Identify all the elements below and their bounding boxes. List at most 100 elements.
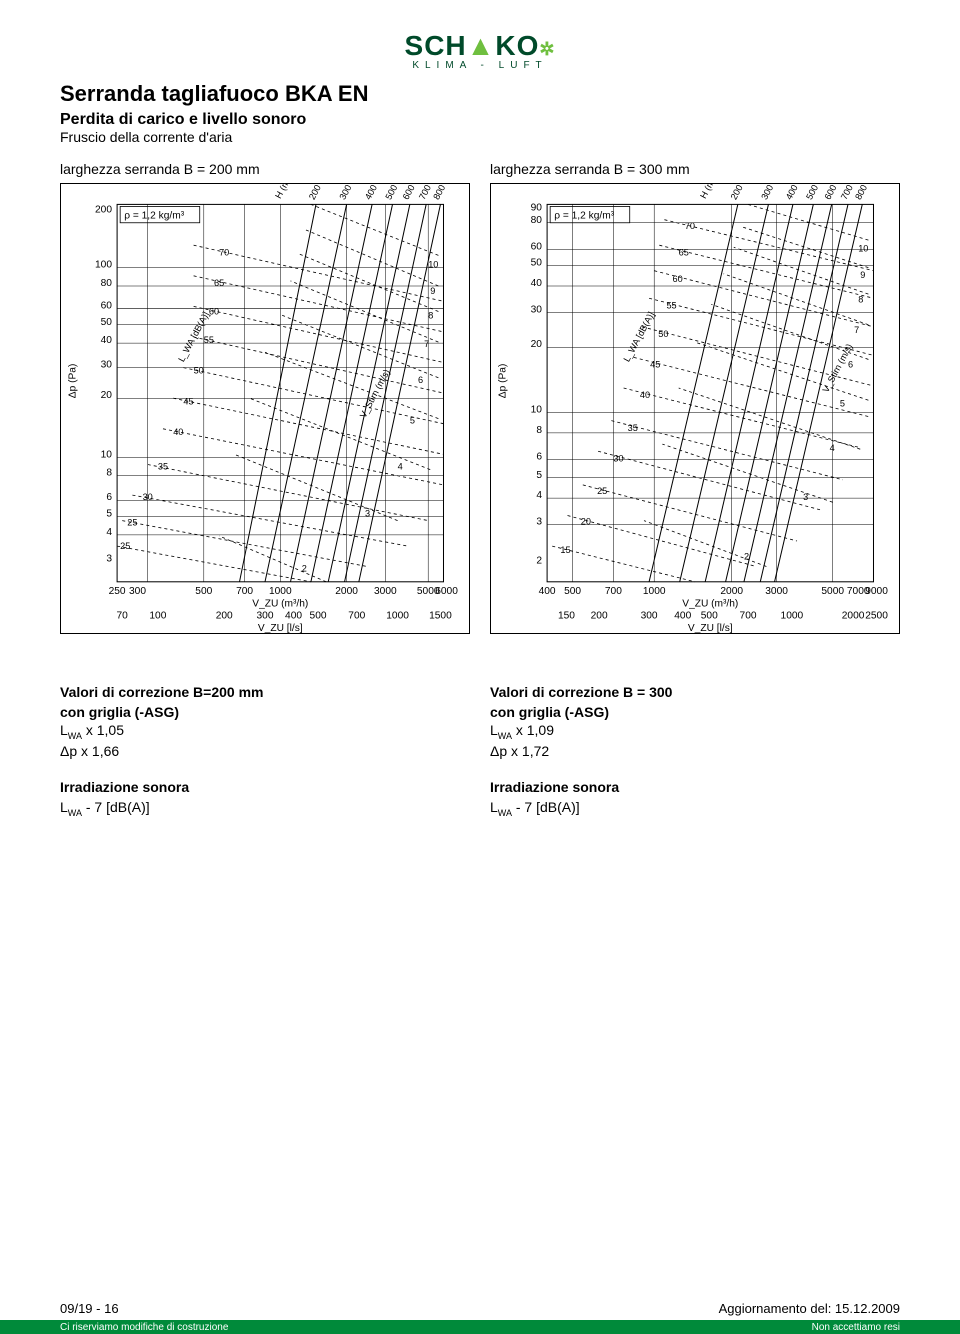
svg-text:30: 30 xyxy=(143,492,153,502)
grid-v-left xyxy=(148,204,428,581)
svg-text:9: 9 xyxy=(860,270,865,280)
svg-text:1000: 1000 xyxy=(269,586,292,597)
svg-text:6: 6 xyxy=(106,492,112,503)
page: SCH▲KO✲ KLIMA - LUFT Serranda tagliafuoc… xyxy=(0,0,960,1334)
chart-left-col: larghezza serranda B = 200 mm ρ = 1,2 kg… xyxy=(60,161,470,634)
svg-text:30: 30 xyxy=(531,305,543,316)
svg-text:3000: 3000 xyxy=(374,586,397,597)
svg-text:30: 30 xyxy=(101,360,113,371)
svg-text:45: 45 xyxy=(650,360,660,370)
svg-text:40: 40 xyxy=(173,427,183,437)
svg-text:3000: 3000 xyxy=(765,586,788,597)
svg-text:300: 300 xyxy=(257,611,274,622)
svg-text:3: 3 xyxy=(365,509,370,519)
svg-text:60: 60 xyxy=(673,274,683,284)
svg-text:400: 400 xyxy=(674,611,691,622)
svg-text:200: 200 xyxy=(307,184,323,201)
svg-text:700: 700 xyxy=(236,586,253,597)
corr-left-title: Valori di correzione B=200 mm xyxy=(60,684,470,700)
svg-text:150: 150 xyxy=(558,611,575,622)
svg-text:500: 500 xyxy=(564,586,581,597)
h-values-left: 200 300 400 500 600 700 800 xyxy=(307,184,447,201)
svg-text:6: 6 xyxy=(536,451,542,462)
svg-text:40: 40 xyxy=(640,390,650,400)
rho-label: ρ = 1,2 kg/m³ xyxy=(124,211,184,222)
footer: 09/19 - 16 Aggiornamento del: 15.12.2009 xyxy=(60,1301,900,1316)
x-bot-label-r: V_ZU [l/s] xyxy=(688,623,733,633)
x-top-ticks-right: 400 500 700 1000 2000 3000 5000 7000 900… xyxy=(539,586,889,597)
lwa-curves-right xyxy=(552,220,873,582)
svg-text:8: 8 xyxy=(428,311,433,321)
y-ticks-left: 200 100 80 60 50 40 30 20 10 8 6 5 4 3 xyxy=(95,205,112,565)
svg-text:1000: 1000 xyxy=(643,586,666,597)
corr-right-lwa: LWA x 1,09 xyxy=(490,722,900,741)
svg-text:10: 10 xyxy=(101,449,113,460)
svg-text:45: 45 xyxy=(183,396,193,406)
svg-text:65: 65 xyxy=(679,247,689,257)
svg-text:10: 10 xyxy=(428,260,438,270)
chart-right-col: larghezza serranda B = 300 mm ρ = 1,2 kg… xyxy=(490,161,900,634)
x-bot-label: V_ZU [l/s] xyxy=(258,623,303,633)
rho-label-r: ρ = 1,2 kg/m³ xyxy=(554,211,614,222)
svg-text:800: 800 xyxy=(853,184,869,201)
svg-text:500: 500 xyxy=(701,611,718,622)
irr-right-title: Irradiazione sonora xyxy=(490,779,900,795)
svg-text:300: 300 xyxy=(759,184,775,201)
lwa-values-right: 70 65 60 55 50 45 40 35 30 25 20 15 xyxy=(560,221,695,555)
svg-text:2500: 2500 xyxy=(865,611,888,622)
svg-text:500: 500 xyxy=(310,611,327,622)
svg-text:400: 400 xyxy=(363,184,379,201)
h-values-right: 200 300 400 500 600 700 800 xyxy=(729,184,869,201)
corr-right-grid: con griglia (-ASG) xyxy=(490,704,900,720)
svg-text:2: 2 xyxy=(744,551,749,561)
footer-bar-left: Ci riserviamo modifiche di costruzione xyxy=(60,1322,228,1333)
svg-text:20: 20 xyxy=(531,339,543,350)
svg-text:60: 60 xyxy=(531,241,543,252)
svg-text:7: 7 xyxy=(424,339,429,349)
svg-text:250: 250 xyxy=(109,586,126,597)
svg-text:60: 60 xyxy=(101,300,113,311)
svg-text:4: 4 xyxy=(536,490,542,501)
svg-text:200: 200 xyxy=(95,205,112,216)
svg-text:1500: 1500 xyxy=(429,611,452,622)
subtitle: Perdita di carico e livello sonoro xyxy=(60,111,900,129)
svg-text:600: 600 xyxy=(823,184,839,201)
svg-text:50: 50 xyxy=(194,366,204,376)
x-top-ticks-left: 250 300 500 700 1000 2000 3000 5000 6000 xyxy=(109,586,459,597)
svg-text:70: 70 xyxy=(685,221,695,231)
svg-text:5: 5 xyxy=(840,398,845,408)
svg-text:5: 5 xyxy=(410,416,415,426)
x-bot-ticks-left: 70 100 200 300 400 500 700 1000 1500 xyxy=(117,611,453,622)
svg-text:8: 8 xyxy=(106,468,112,479)
irr-right-val: LWA - 7 [dB(A)] xyxy=(490,799,900,818)
svg-text:6: 6 xyxy=(848,360,853,370)
logo: SCH▲KO✲ KLIMA - LUFT xyxy=(60,30,900,71)
svg-text:60: 60 xyxy=(209,307,219,317)
h-label-r: H (mm) xyxy=(698,184,721,200)
x-top-label: V_ZU (m³/h) xyxy=(252,598,308,609)
svg-text:20: 20 xyxy=(101,390,113,401)
svg-text:2: 2 xyxy=(536,555,542,566)
corr-right-title: Valori di correzione B = 300 xyxy=(490,684,900,700)
svg-text:15: 15 xyxy=(560,545,570,555)
svg-text:5: 5 xyxy=(106,509,112,520)
svg-text:65: 65 xyxy=(214,278,224,288)
svg-text:8: 8 xyxy=(536,425,542,436)
svg-text:35: 35 xyxy=(628,423,638,433)
chart-right-caption: larghezza serranda B = 300 mm xyxy=(490,161,900,177)
svg-text:6000: 6000 xyxy=(435,586,458,597)
svg-text:700: 700 xyxy=(348,611,365,622)
svg-text:8: 8 xyxy=(858,294,863,304)
svg-text:400: 400 xyxy=(784,184,800,201)
corr-right-dp: Δp x 1,72 xyxy=(490,743,900,759)
h-curves-right xyxy=(649,204,862,581)
grid-h-right xyxy=(547,223,873,525)
svg-text:400: 400 xyxy=(285,611,302,622)
h-label: H (mm) xyxy=(273,184,296,200)
svg-text:2: 2 xyxy=(302,564,307,574)
svg-text:800: 800 xyxy=(431,184,447,201)
svg-text:4: 4 xyxy=(398,462,403,472)
svg-text:2000: 2000 xyxy=(720,586,743,597)
svg-text:100: 100 xyxy=(149,611,166,622)
h-curves-left xyxy=(240,204,441,581)
